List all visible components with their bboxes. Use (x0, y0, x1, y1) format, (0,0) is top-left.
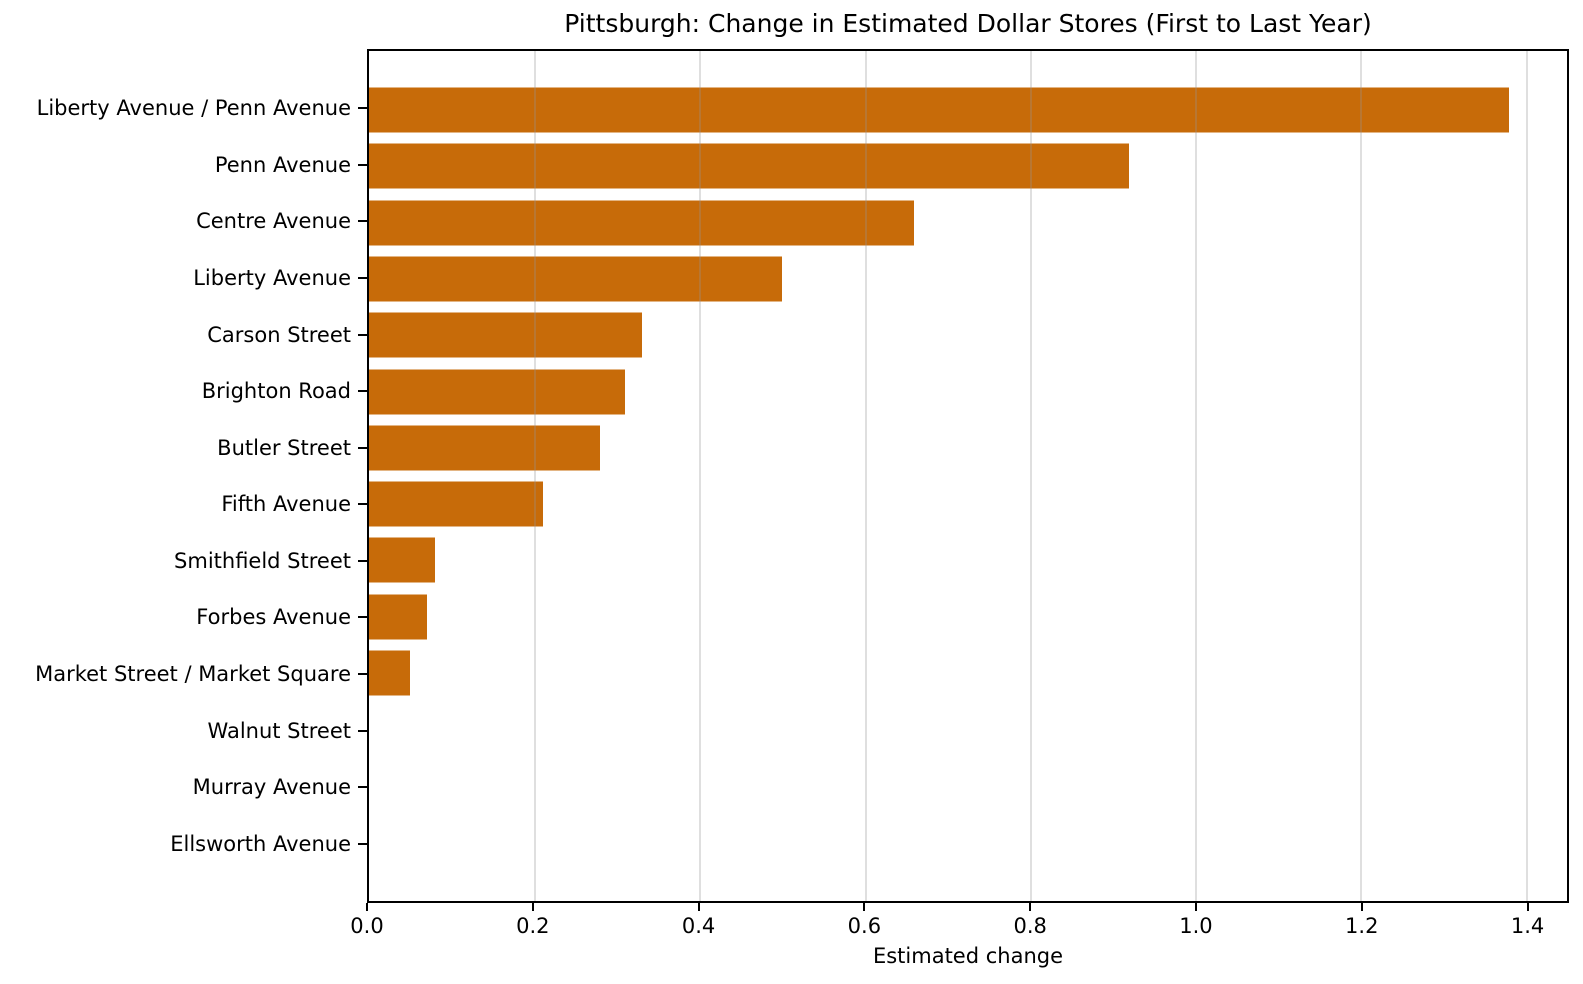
x-tick-mark (863, 903, 866, 911)
y-axis-category-label: Brighton Road (201, 379, 351, 404)
y-axis-category-label: Liberty Avenue / Penn Avenue (36, 96, 351, 121)
bar-row (369, 307, 1567, 363)
y-axis-category: Forbes Avenue (0, 589, 367, 646)
x-tick-mark (697, 903, 700, 911)
bar-row (369, 589, 1567, 645)
y-axis: Liberty Avenue / Penn Avenue Penn Avenue C… (0, 49, 367, 903)
y-axis-category-label: Liberty Avenue (193, 266, 351, 291)
plot-area (367, 49, 1569, 903)
bar-row (369, 251, 1567, 307)
y-axis-category: Liberty Avenue / Penn Avenue (0, 80, 367, 137)
y-tick-mark (358, 503, 367, 506)
y-axis-category-label: Forbes Avenue (196, 605, 351, 630)
y-axis-category: Fifth Avenue (0, 476, 367, 533)
x-tick-mark (1029, 903, 1032, 911)
bar-row (369, 195, 1567, 251)
y-axis-category: Liberty Avenue (0, 250, 367, 307)
bar (369, 312, 642, 358)
bar-row (369, 645, 1567, 701)
bars-container (369, 51, 1567, 901)
y-axis-category-label: Fifth Avenue (221, 492, 351, 517)
bar-row (369, 757, 1567, 813)
y-tick-mark (358, 729, 367, 732)
y-axis-category: Penn Avenue (0, 137, 367, 194)
y-axis-category-label: Penn Avenue (214, 152, 351, 177)
y-tick-mark (358, 559, 367, 562)
bar (369, 650, 411, 696)
bar (369, 369, 626, 415)
bar-row (369, 420, 1567, 476)
x-tick-label: 0.2 (516, 914, 550, 938)
y-axis-category: Ellsworth Avenue (0, 816, 367, 873)
bar-row (369, 701, 1567, 757)
x-tick-label: 1.2 (1345, 914, 1379, 938)
y-tick-mark (358, 107, 367, 110)
y-tick-mark (358, 786, 367, 789)
x-tick-label: 1.0 (1179, 914, 1213, 938)
x-tick-label: 0.6 (847, 914, 882, 938)
y-axis-category-label: Market Street / Market Square (35, 662, 351, 687)
chart-title: Pittsburgh: Change in Estimated Dollar S… (564, 9, 1372, 38)
bar-row (369, 814, 1567, 870)
y-axis-category-label: Ellsworth Avenue (170, 831, 351, 856)
y-tick-mark (358, 333, 367, 336)
x-tick-mark (1526, 903, 1529, 911)
x-tick-mark (366, 903, 368, 911)
bar (369, 594, 427, 640)
y-axis-category-label: Smithfield Street (174, 548, 351, 573)
bar-row (369, 476, 1567, 532)
y-axis-category-label: Carson Street (207, 322, 351, 347)
y-axis-category-label: Centre Avenue (196, 209, 351, 234)
y-axis-category: Centre Avenue (0, 193, 367, 250)
bar (369, 200, 915, 246)
bar (369, 143, 1130, 189)
x-axis: 0.0 0.2 0.4 0.6 0.8 1.0 1.2 1.4 (350, 903, 1569, 959)
y-axis-category: Carson Street (0, 306, 367, 363)
y-tick-mark (358, 446, 367, 449)
x-axis-label: Estimated change (872, 944, 1064, 968)
bar (369, 256, 783, 302)
x-tick-label: 0.0 (350, 914, 384, 938)
y-axis-category: Smithfield Street (0, 533, 367, 590)
y-tick-mark (358, 277, 367, 280)
y-axis-category: Market Street / Market Square (0, 646, 367, 703)
y-tick-mark (358, 390, 367, 393)
y-axis-category: Brighton Road (0, 363, 367, 420)
y-tick-mark (358, 842, 367, 845)
x-tick-label: 0.4 (681, 914, 716, 938)
y-tick-mark (358, 616, 367, 619)
bar (369, 425, 601, 471)
bar (369, 481, 543, 527)
x-tick-label: 0.8 (1013, 914, 1047, 938)
x-tick-mark (1194, 903, 1197, 911)
y-axis-category-label: Murray Avenue (192, 775, 351, 800)
y-axis-category: Butler Street (0, 419, 367, 476)
y-tick-mark (358, 163, 367, 166)
bar (369, 87, 1510, 133)
y-axis-category-label: Butler Street (217, 435, 351, 460)
y-axis-category: Walnut Street (0, 702, 367, 759)
bar (369, 537, 436, 583)
bar-row (369, 138, 1567, 194)
x-tick-mark (531, 903, 534, 911)
y-tick-mark (358, 220, 367, 223)
bar-row (369, 363, 1567, 419)
x-tick-label: 1.4 (1510, 914, 1545, 938)
y-axis-category-label: Walnut Street (207, 718, 351, 743)
bar-row (369, 82, 1567, 138)
x-tick-mark (1360, 903, 1363, 911)
bar-row (369, 532, 1567, 588)
y-axis-category: Murray Avenue (0, 759, 367, 816)
y-tick-mark (358, 673, 367, 676)
